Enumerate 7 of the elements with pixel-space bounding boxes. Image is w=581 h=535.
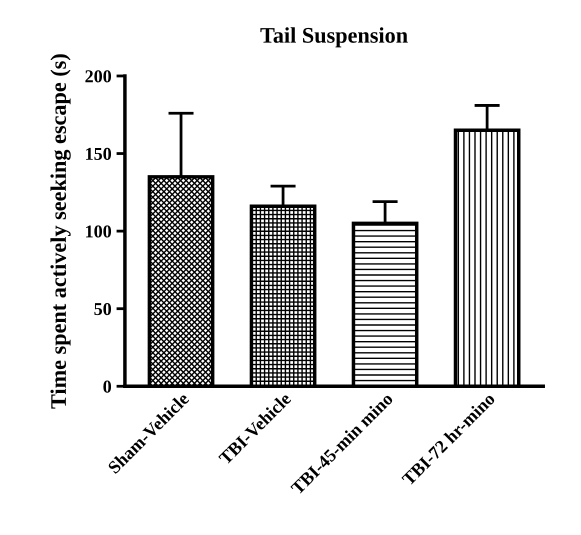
y-tick-label: 50 [94,302,112,316]
chart-title: Tail Suspension [260,27,408,48]
y-tick-label: 150 [86,148,112,160]
y-tick-label: 100 [86,225,112,238]
y-tick-label: 200 [85,70,112,82]
y-axis-title: Time spent actively seeking escape (s) [50,54,71,409]
y-tick-label: 0 [103,380,112,393]
